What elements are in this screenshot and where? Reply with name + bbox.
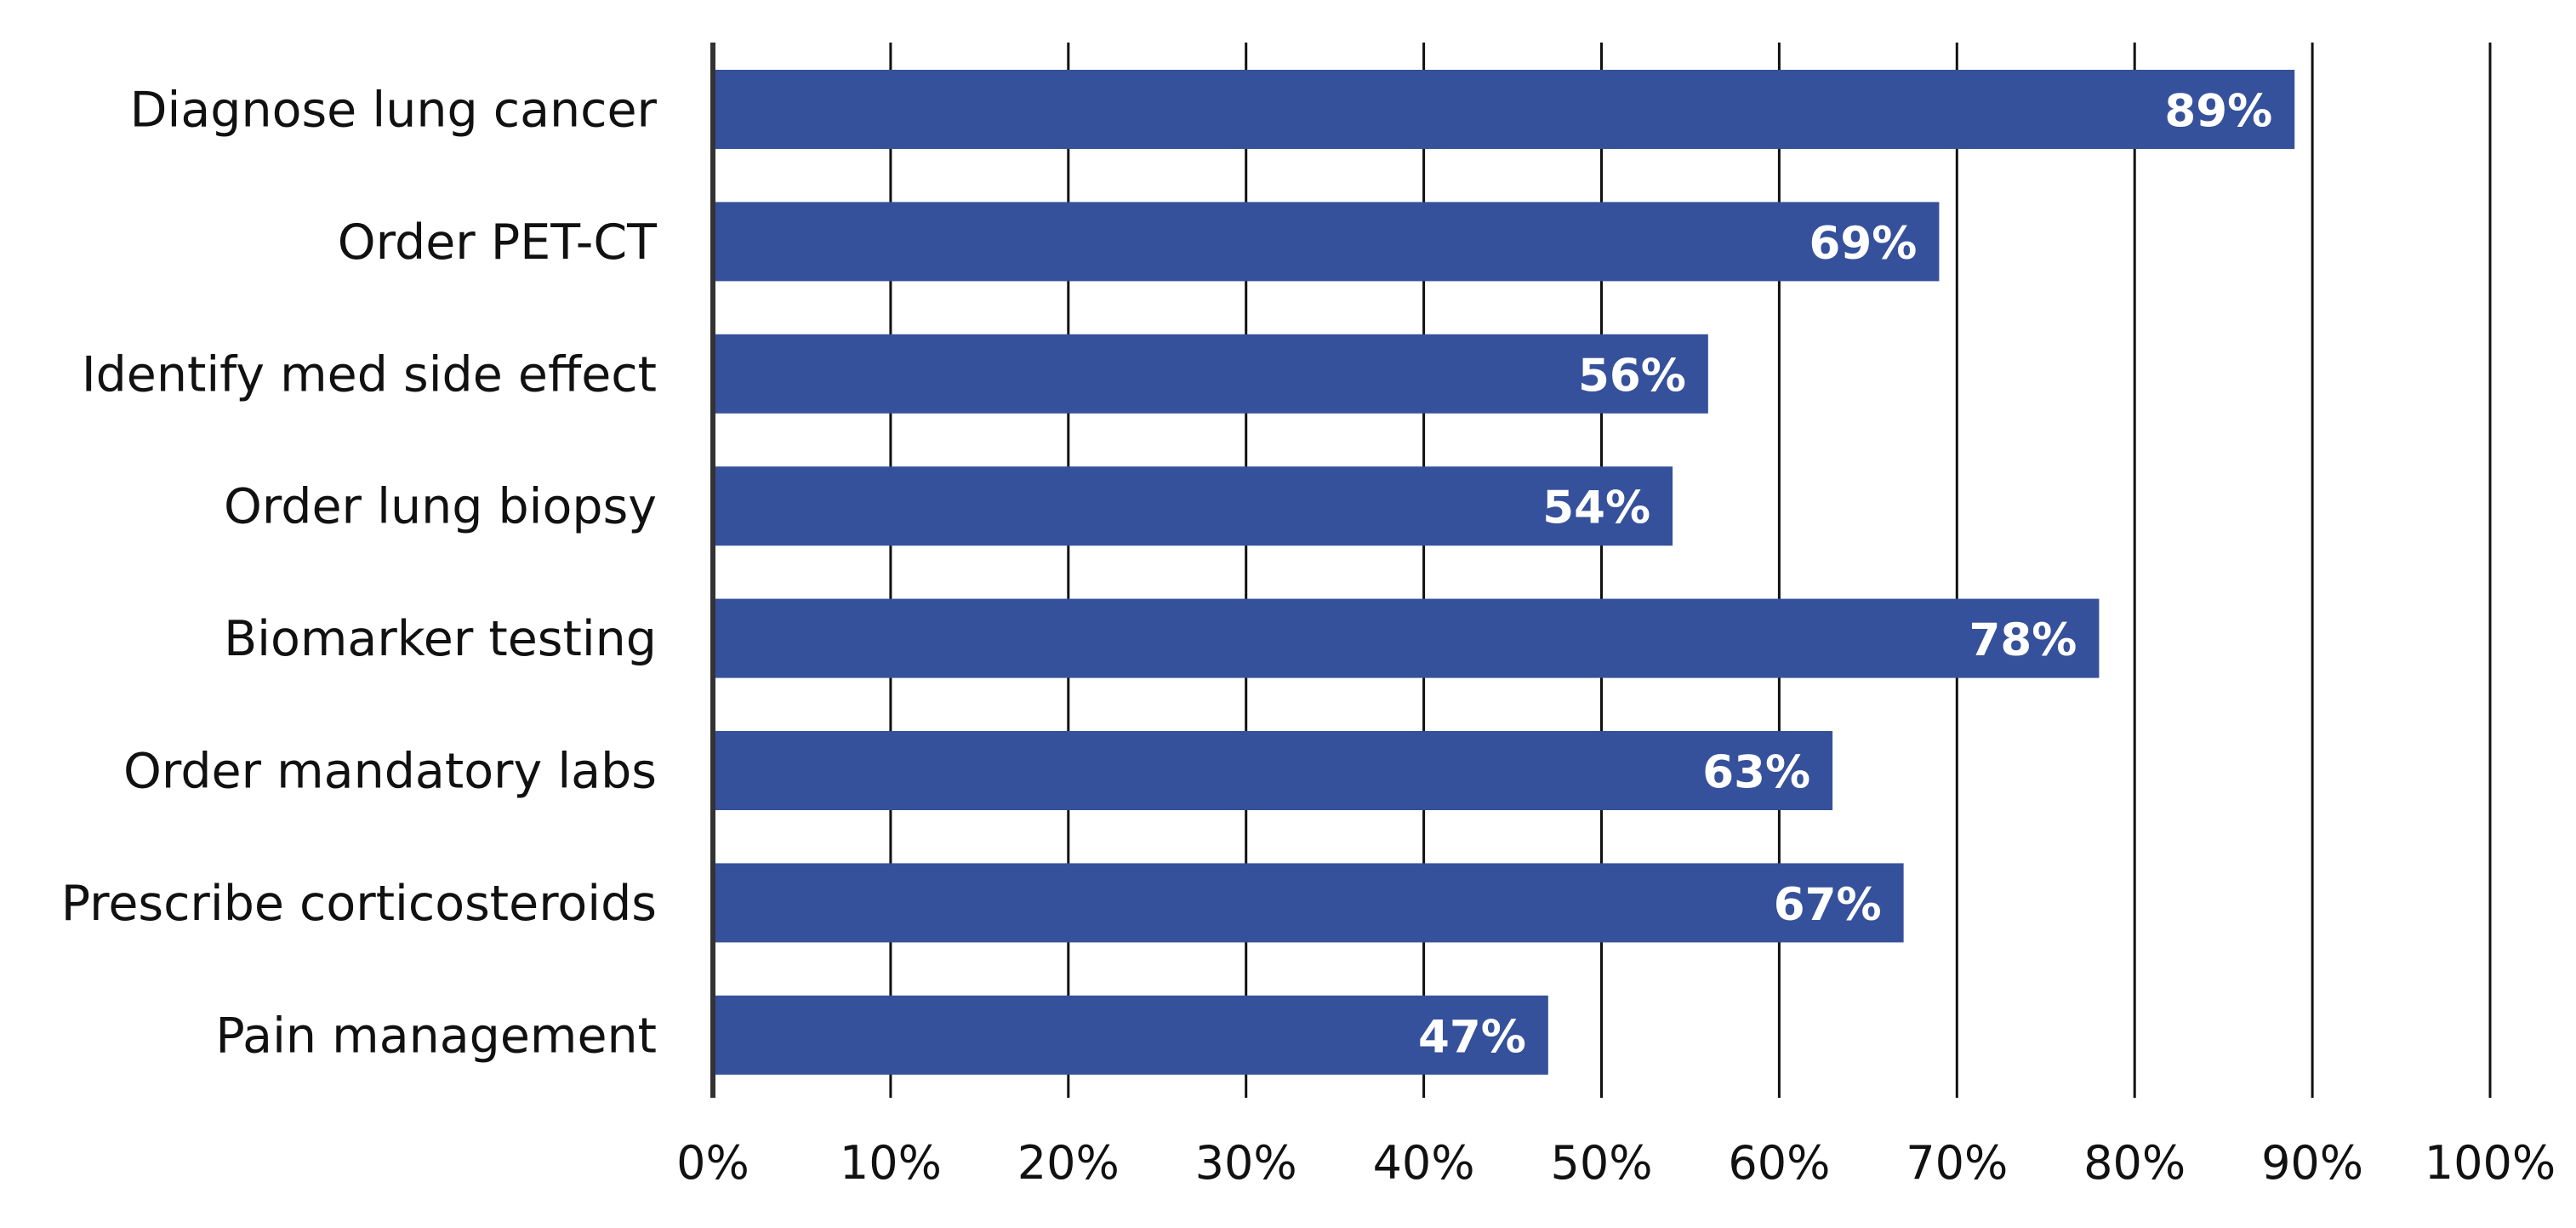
x-tick-label-50: 50% xyxy=(1550,1136,1652,1190)
x-tick-label-90: 90% xyxy=(2261,1136,2363,1190)
bars xyxy=(713,70,2295,1075)
x-tick-label-70: 70% xyxy=(1906,1136,2008,1190)
x-tick-label-80: 80% xyxy=(2083,1136,2186,1190)
category-label-7: Prescribe corticosteroids xyxy=(61,876,657,932)
bar-3[interactable] xyxy=(713,334,1708,414)
bar-4[interactable] xyxy=(713,466,1673,546)
x-tick-label-60: 60% xyxy=(1728,1136,1830,1190)
category-labels: Diagnose lung cancer Order PET-CT Identify… xyxy=(61,83,658,1065)
x-axis-tick-labels: 0% 10% 20% 30% 40% 50% 60% 70% 80% 90% 100% xyxy=(676,1136,2556,1190)
data-label-1: 89% xyxy=(2164,86,2272,138)
category-label-6: Order mandatory labs xyxy=(123,744,657,800)
bar-6[interactable] xyxy=(713,731,1833,810)
data-label-4: 54% xyxy=(1542,483,1650,534)
data-label-6: 63% xyxy=(1702,747,1810,799)
x-tick-label-10: 10% xyxy=(840,1136,942,1190)
bar-2[interactable] xyxy=(713,202,1940,282)
x-tick-label-40: 40% xyxy=(1373,1136,1475,1190)
x-tick-label-100: 100% xyxy=(2425,1136,2556,1190)
data-label-7: 67% xyxy=(1774,879,1882,931)
x-tick-label-30: 30% xyxy=(1195,1136,1297,1190)
bar-7[interactable] xyxy=(713,863,1904,943)
x-tick-label-0: 0% xyxy=(676,1136,749,1190)
category-label-2: Order PET-CT xyxy=(338,214,657,271)
x-tick-label-20: 20% xyxy=(1017,1136,1120,1190)
data-labels: 89% 69% 56% 54% 78% 63% 67% 47% xyxy=(1418,86,2272,1064)
data-label-5: 78% xyxy=(1969,614,2077,666)
data-label-8: 47% xyxy=(1418,1011,1526,1063)
category-label-3: Identify med side effect xyxy=(82,346,657,403)
category-label-4: Order lung biopsy xyxy=(224,479,657,535)
data-label-3: 56% xyxy=(1578,350,1686,402)
category-label-5: Biomarker testing xyxy=(224,611,657,667)
bar-1[interactable] xyxy=(713,70,2295,149)
bar-8[interactable] xyxy=(713,995,1548,1075)
category-label-8: Pain management xyxy=(215,1008,657,1064)
bar-5[interactable] xyxy=(713,598,2100,678)
category-label-1: Diagnose lung cancer xyxy=(130,83,658,139)
data-label-2: 69% xyxy=(1809,218,1918,270)
